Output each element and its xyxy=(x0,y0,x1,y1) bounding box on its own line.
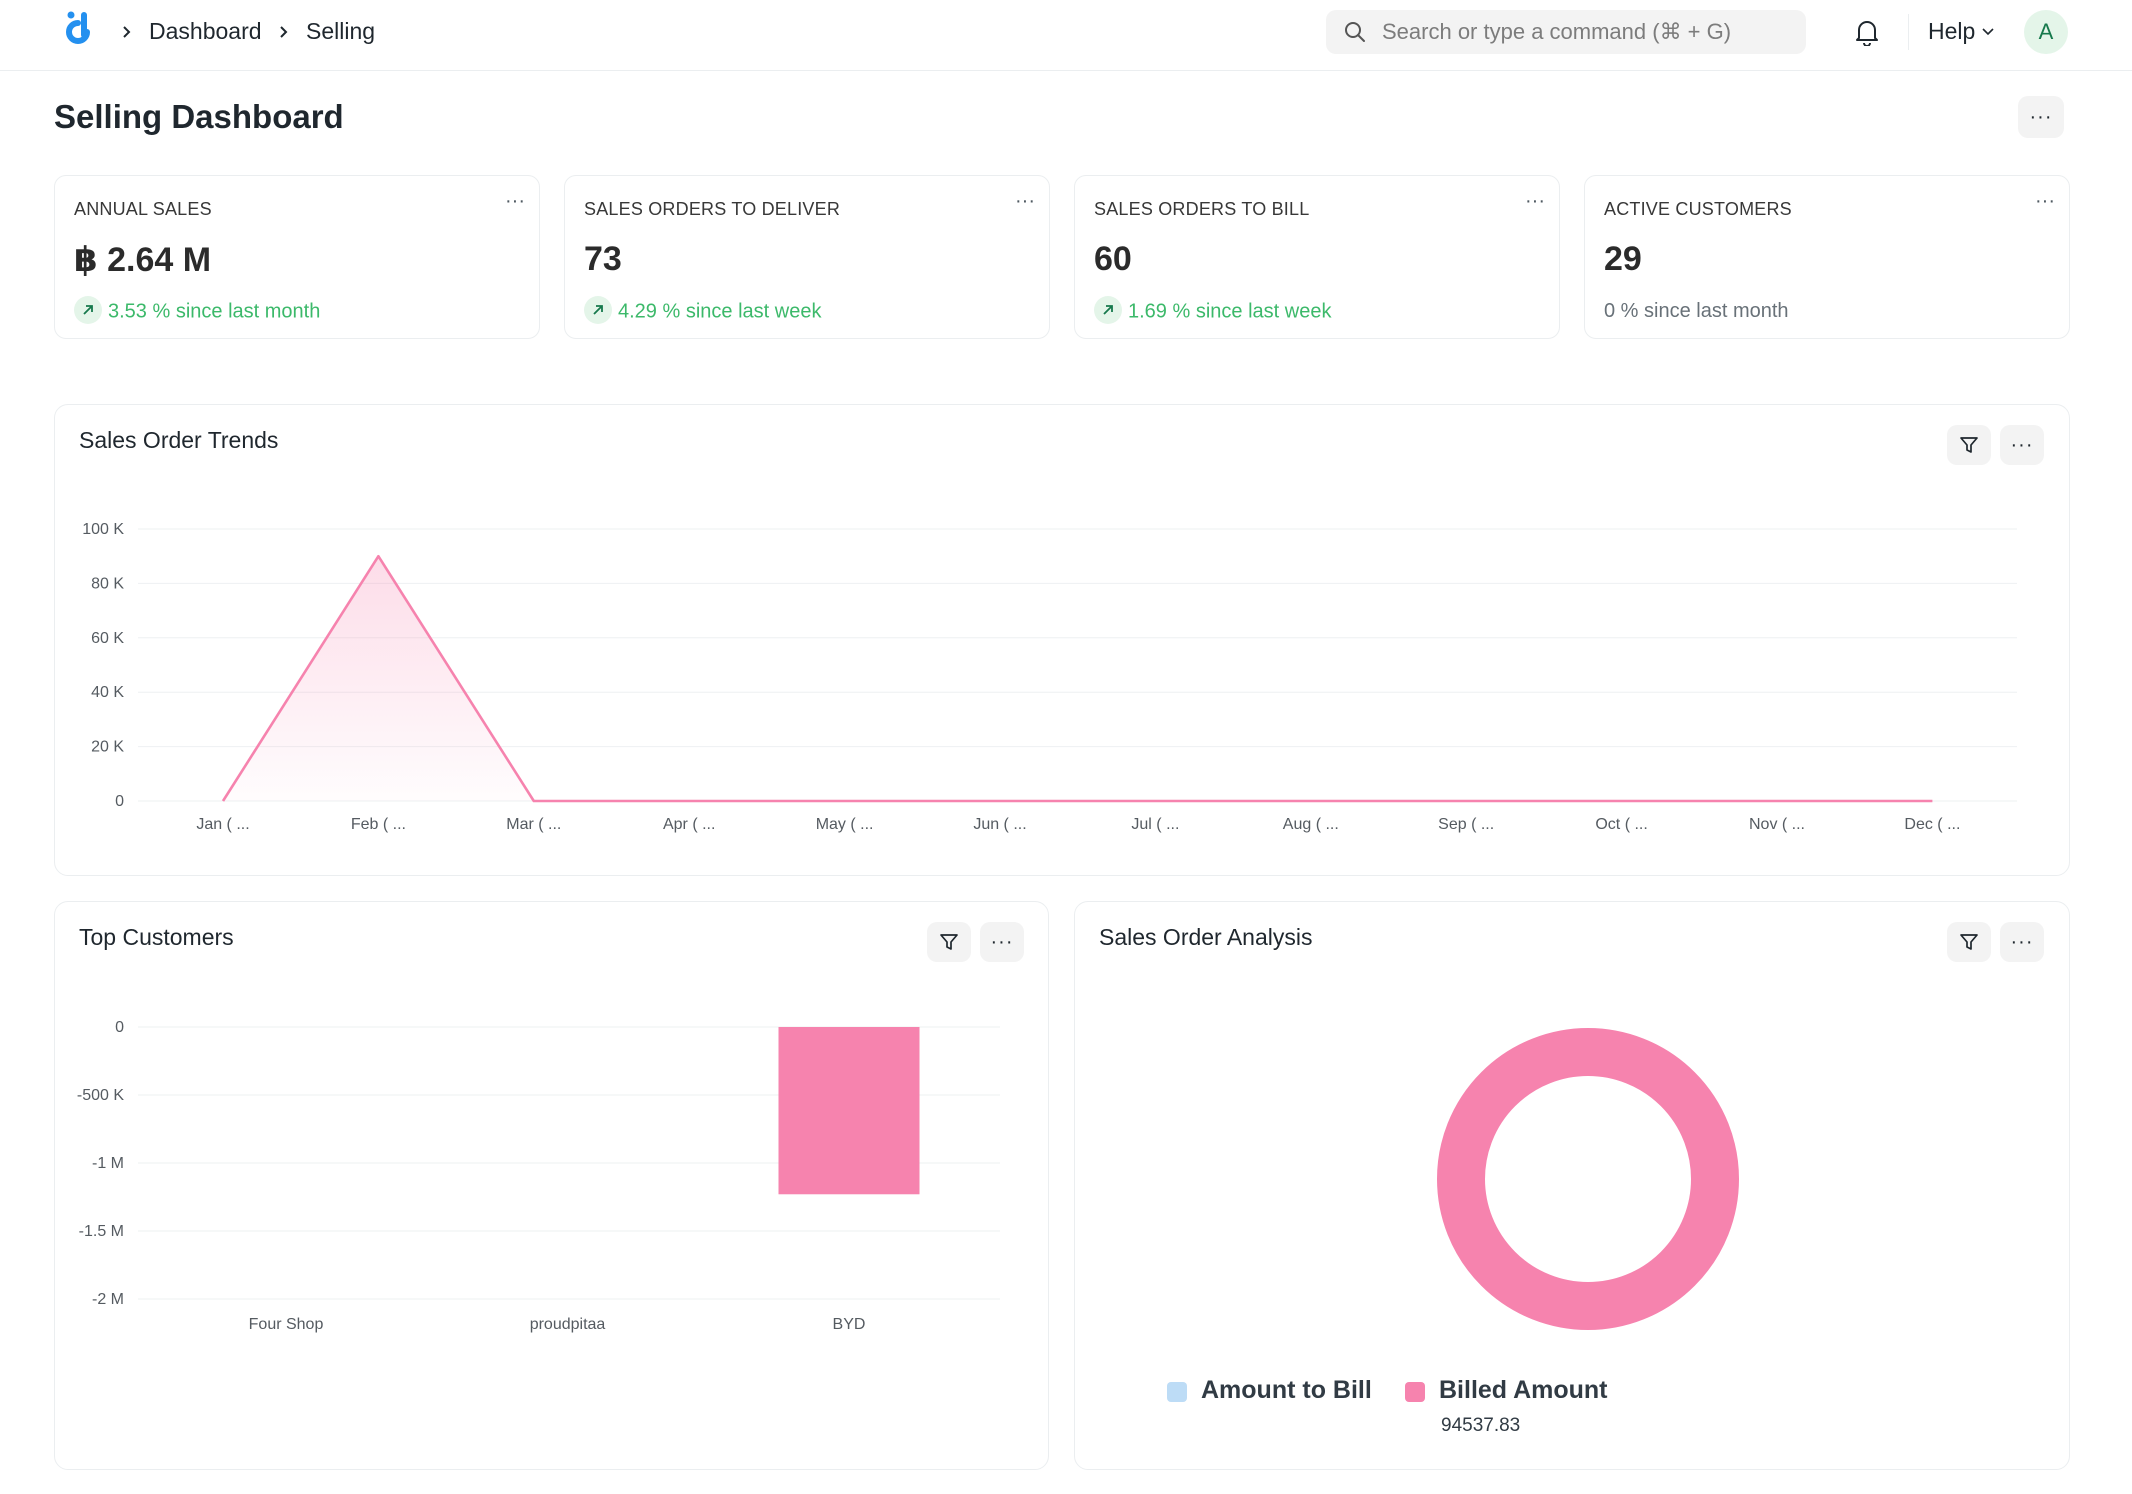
x-tick-label: Oct ( ... xyxy=(1595,816,1647,833)
card-stat: 3.53 % since last month xyxy=(74,296,321,326)
x-tick-label: Sep ( ... xyxy=(1438,816,1494,833)
more-icon: ··· xyxy=(2029,106,2053,128)
card-stat-text: 4.29 % since last week xyxy=(618,300,822,323)
bell-icon[interactable] xyxy=(1854,18,1880,46)
y-tick-label: -1.5 M xyxy=(79,1223,124,1240)
filter-icon xyxy=(1960,437,1978,453)
filter-button[interactable] xyxy=(927,922,971,962)
y-tick-label: 60 K xyxy=(91,630,124,647)
x-tick-label: Apr ( ... xyxy=(663,816,715,833)
y-tick-label: -2 M xyxy=(92,1291,124,1308)
breadcrumb-dashboard[interactable]: Dashboard xyxy=(149,18,262,44)
y-tick-label: -500 K xyxy=(77,1087,124,1104)
x-tick-label: Jan ( ... xyxy=(196,816,249,833)
page-menu-button[interactable]: ··· xyxy=(2018,96,2064,138)
widget-top-customers: Top Customers ··· 0 -500 K -1 M -1.5 M -2 M F… xyxy=(54,901,1049,1470)
x-tick-label: Dec ( ... xyxy=(1904,816,1960,833)
card-title: SALES ORDERS TO BILL xyxy=(1094,199,1310,219)
card-value: 73 xyxy=(584,240,622,278)
number-card-orders-to-deliver: SALES ORDERS TO DELIVER ··· 73 4.29 % si… xyxy=(564,175,1050,339)
y-tick-label: 0 xyxy=(115,793,124,810)
avatar[interactable]: A xyxy=(2024,10,2068,54)
y-tick-label: -1 M xyxy=(92,1155,124,1172)
card-stat: 1.69 % since last week xyxy=(1094,296,1332,326)
card-value: 60 xyxy=(1094,240,1132,278)
number-card-annual-sales: ANNUAL SALES ··· ฿ 2.64 M 3.53 % since l… xyxy=(54,175,540,339)
line-chart: 100 K 80 K 60 K 40 K 20 K 0 Jan ( ... Feb ( ...… xyxy=(82,521,2017,833)
logo-icon[interactable] xyxy=(62,10,94,56)
navbar-divider xyxy=(1908,14,1909,50)
card-stat-text: 3.53 % since last month xyxy=(108,300,321,323)
bar xyxy=(778,1027,920,1195)
y-tick-label: 80 K xyxy=(91,575,124,592)
widget-title: Sales Order Analysis xyxy=(1099,924,1313,950)
donut-chart xyxy=(1437,1028,1739,1330)
arrow-up-right-icon xyxy=(1094,296,1122,324)
y-tick-label: 0 xyxy=(115,1019,124,1036)
card-title: SALES ORDERS TO DELIVER xyxy=(584,199,841,219)
donut-slice xyxy=(1437,1028,1739,1330)
breadcrumb-selling[interactable]: Selling xyxy=(306,18,376,44)
x-tick-label: Feb ( ... xyxy=(351,816,406,833)
bar-chart: 0 -500 K -1 M -1.5 M -2 M Four Shop proudpitaa… xyxy=(77,1019,1000,1333)
filter-button[interactable] xyxy=(1947,922,1991,962)
card-menu-icon[interactable]: ··· xyxy=(2035,190,2055,212)
legend-label-amount-to-bill: Amount to Bill xyxy=(1201,1376,1372,1404)
search-input[interactable] xyxy=(1382,10,1792,54)
x-tick-label: Jun ( ... xyxy=(973,816,1026,833)
widget-sales-order-trends: Sales Order Trends ··· 100 K 80 K 60 K 40 K… xyxy=(54,404,2070,876)
card-title: ANNUAL SALES xyxy=(74,199,212,219)
help-menu[interactable]: Help xyxy=(1928,18,1976,44)
arrow-up-right-icon xyxy=(584,296,612,324)
x-tick-label: Jul ( ... xyxy=(1131,816,1179,833)
chevron-right-icon xyxy=(280,26,288,38)
y-tick-label: 100 K xyxy=(82,521,124,538)
number-card-active-customers: ACTIVE CUSTOMERS ··· 29 0 % since last m… xyxy=(1584,175,2070,339)
card-stat-text: 1.69 % since last week xyxy=(1128,300,1332,323)
legend-swatch-billed-amount xyxy=(1405,1382,1425,1402)
widget-title: Sales Order Trends xyxy=(79,427,279,453)
card-menu-icon[interactable]: ··· xyxy=(1525,190,1545,212)
legend-value-billed-amount: 94537.83 xyxy=(1441,1415,1521,1436)
card-stat-text: 0 % since last month xyxy=(1604,300,1789,322)
card-value: ฿ 2.64 M xyxy=(74,241,212,279)
page-title: Selling Dashboard xyxy=(54,98,344,135)
x-tick-label: Four Shop xyxy=(249,1316,324,1333)
filter-icon xyxy=(940,934,958,950)
y-tick-label: 20 K xyxy=(91,739,124,756)
arrow-up-right-icon xyxy=(74,296,102,324)
legend-swatch-amount-to-bill xyxy=(1167,1382,1187,1402)
card-menu-icon[interactable]: ··· xyxy=(1015,190,1035,212)
navbar: Dashboard Selling Help A xyxy=(0,0,2132,71)
x-tick-label: May ( ... xyxy=(816,816,874,833)
widget-menu-button[interactable]: ··· xyxy=(2000,922,2044,962)
legend-label-billed-amount: Billed Amount xyxy=(1439,1376,1608,1404)
card-value: 29 xyxy=(1604,240,1642,278)
filter-icon xyxy=(1960,934,1978,950)
x-tick-label: Mar ( ... xyxy=(506,816,561,833)
line-area xyxy=(223,556,1933,801)
number-card-orders-to-bill: SALES ORDERS TO BILL ··· 60 1.69 % since… xyxy=(1074,175,1560,339)
x-tick-label: proudpitaa xyxy=(530,1316,606,1333)
widget-title: Top Customers xyxy=(79,924,234,950)
chevron-down-icon[interactable] xyxy=(1981,27,1995,37)
widget-menu-button[interactable]: ··· xyxy=(2000,425,2044,465)
card-title: ACTIVE CUSTOMERS xyxy=(1604,199,1792,219)
card-menu-icon[interactable]: ··· xyxy=(505,190,525,212)
x-tick-label: Nov ( ... xyxy=(1749,816,1805,833)
card-stat: 4.29 % since last week xyxy=(584,296,822,326)
x-tick-label: Aug ( ... xyxy=(1283,816,1339,833)
x-tick-label: BYD xyxy=(833,1316,866,1333)
chevron-right-icon xyxy=(123,26,131,38)
search-icon xyxy=(1345,22,1365,42)
widget-sales-order-analysis: Sales Order Analysis ··· Amount to Bill … xyxy=(1074,901,2070,1470)
filter-button[interactable] xyxy=(1947,425,1991,465)
line-series xyxy=(221,554,1933,803)
widget-menu-button[interactable]: ··· xyxy=(980,922,1024,962)
search-bar[interactable] xyxy=(1326,10,1806,54)
y-tick-label: 40 K xyxy=(91,684,124,701)
